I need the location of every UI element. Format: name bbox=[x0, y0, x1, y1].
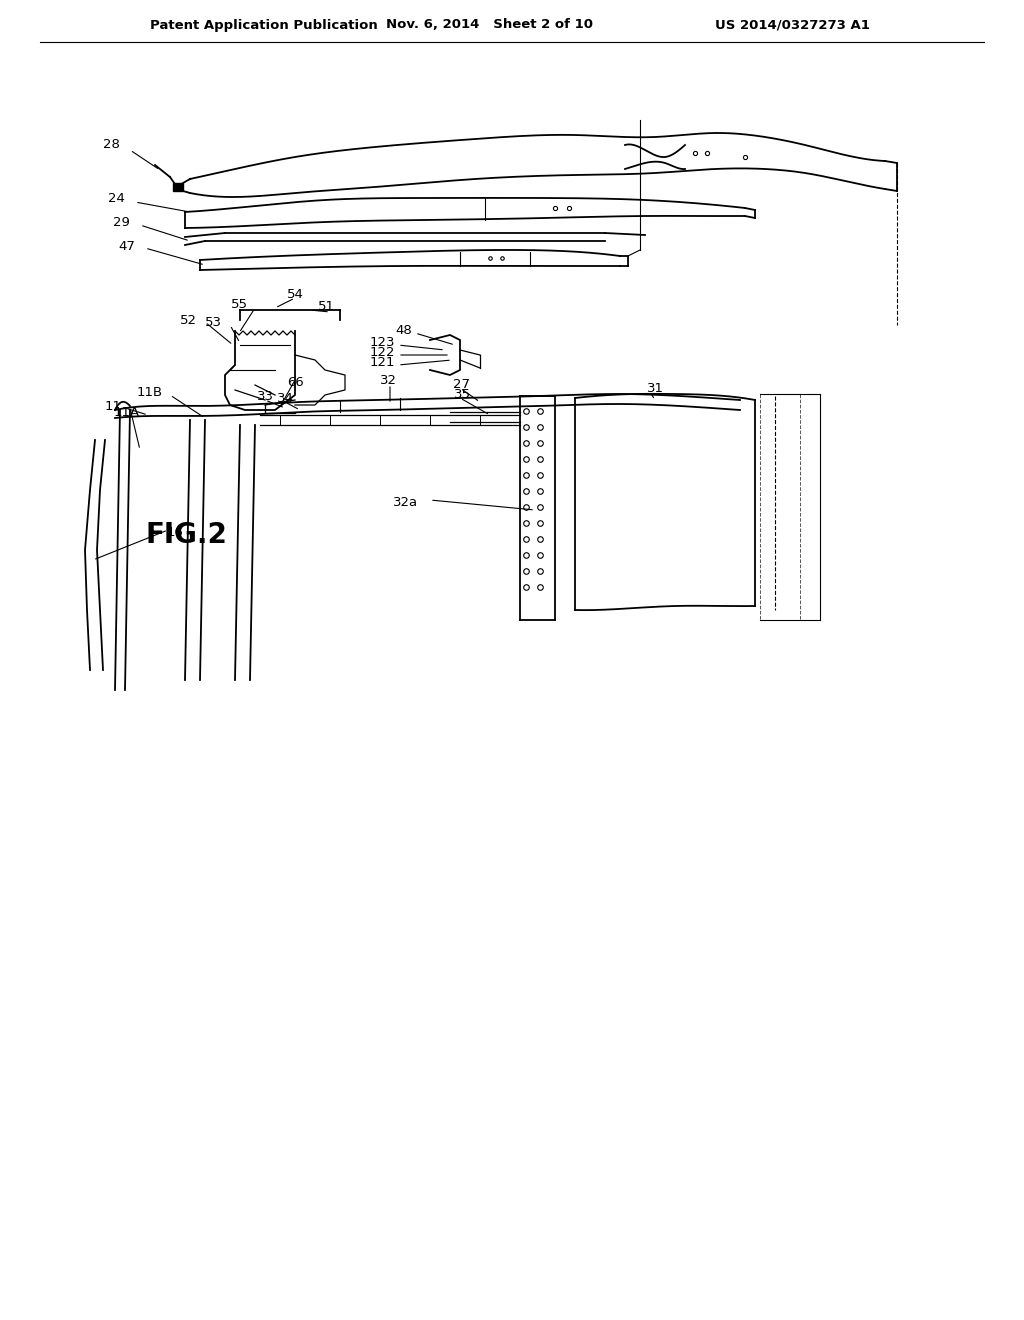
Text: 31: 31 bbox=[646, 381, 664, 395]
Text: 24: 24 bbox=[109, 191, 125, 205]
Text: 51: 51 bbox=[318, 301, 335, 314]
Text: Nov. 6, 2014   Sheet 2 of 10: Nov. 6, 2014 Sheet 2 of 10 bbox=[386, 18, 594, 32]
Text: 32a: 32a bbox=[393, 495, 418, 508]
Text: 11: 11 bbox=[105, 400, 122, 412]
Text: 121: 121 bbox=[370, 356, 395, 370]
Text: 47: 47 bbox=[118, 239, 135, 252]
Text: 28: 28 bbox=[103, 139, 120, 152]
Text: 54: 54 bbox=[287, 288, 303, 301]
Text: FIG.2: FIG.2 bbox=[145, 521, 227, 549]
Polygon shape bbox=[173, 183, 183, 191]
Text: Patent Application Publication: Patent Application Publication bbox=[150, 18, 378, 32]
Text: 34: 34 bbox=[276, 392, 294, 404]
Text: 33: 33 bbox=[256, 389, 273, 403]
Text: 66: 66 bbox=[287, 375, 303, 388]
Text: 52: 52 bbox=[180, 314, 197, 326]
Text: US 2014/0327273 A1: US 2014/0327273 A1 bbox=[715, 18, 870, 32]
Text: 35: 35 bbox=[454, 388, 470, 400]
Text: 32: 32 bbox=[380, 374, 396, 387]
Text: 11A: 11A bbox=[114, 407, 140, 420]
Text: 29: 29 bbox=[113, 215, 130, 228]
Text: 55: 55 bbox=[231, 298, 248, 312]
Text: 53: 53 bbox=[205, 317, 222, 330]
Text: 16: 16 bbox=[167, 525, 183, 539]
Text: 11B: 11B bbox=[137, 385, 163, 399]
Text: 27: 27 bbox=[454, 378, 470, 391]
Text: 48: 48 bbox=[395, 323, 412, 337]
Text: 123: 123 bbox=[370, 337, 395, 350]
Text: 122: 122 bbox=[370, 346, 395, 359]
